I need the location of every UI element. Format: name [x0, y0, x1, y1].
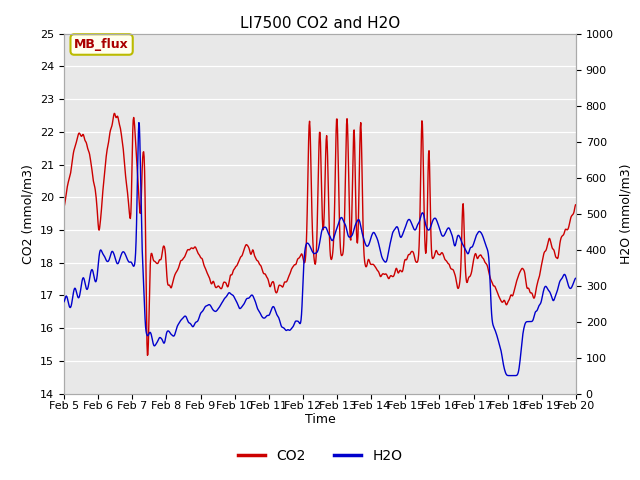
X-axis label: Time: Time: [305, 413, 335, 426]
Legend: CO2, H2O: CO2, H2O: [232, 443, 408, 468]
Text: MB_flux: MB_flux: [74, 38, 129, 51]
Y-axis label: H2O (mmol/m3): H2O (mmol/m3): [620, 163, 632, 264]
Y-axis label: CO2 (mmol/m3): CO2 (mmol/m3): [22, 164, 35, 264]
Title: LI7500 CO2 and H2O: LI7500 CO2 and H2O: [240, 16, 400, 31]
